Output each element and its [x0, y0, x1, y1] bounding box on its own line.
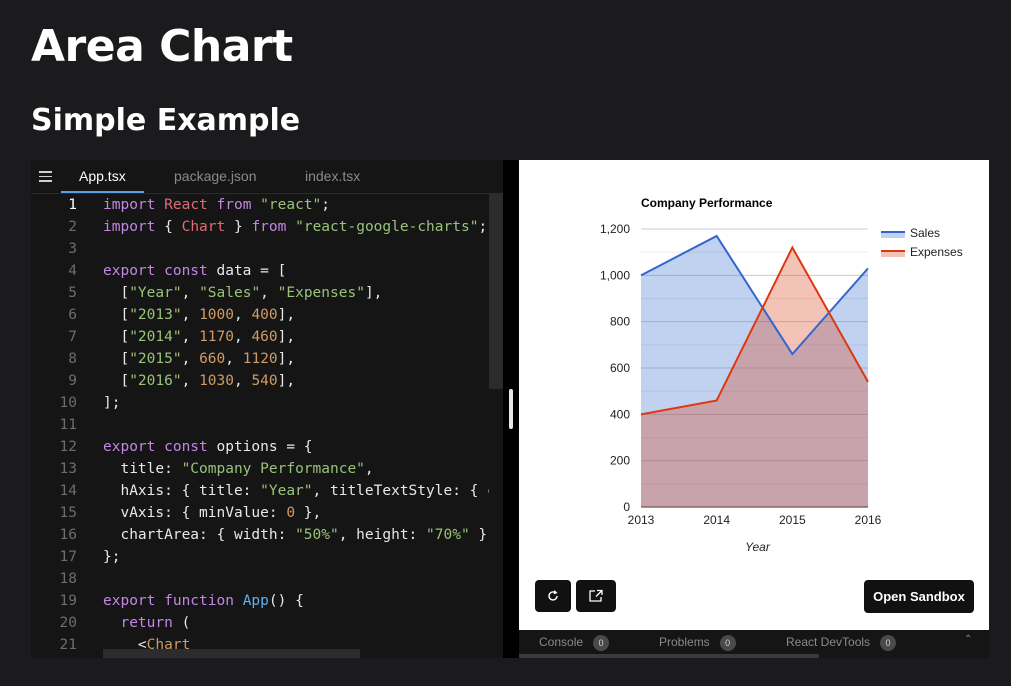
y-tick-label: 600 — [610, 361, 630, 375]
legend-swatch — [881, 251, 905, 257]
open-sandbox-button[interactable]: Open Sandbox — [864, 580, 974, 613]
legend-label: Expenses — [910, 245, 963, 259]
line-number: 11 — [59, 417, 77, 433]
open-new-window-button[interactable] — [576, 580, 616, 612]
editor-tab-bar: App.tsx package.json index.tsx — [31, 160, 503, 194]
x-axis-title: Year — [745, 540, 771, 554]
line-number: 4 — [68, 263, 77, 279]
console-label: Console — [539, 635, 584, 649]
line-number: 12 — [59, 439, 77, 455]
line-number: 19 — [59, 593, 77, 609]
react-devtools-label: React DevTools — [786, 635, 871, 649]
line-number: 5 — [68, 285, 77, 301]
line-number: 8 — [68, 351, 77, 367]
series-area-0 — [641, 235, 868, 507]
code-area[interactable]: 1 import React from "react"; 2 import { Cha… — [31, 194, 489, 658]
menu-icon[interactable] — [39, 171, 52, 182]
code-text: export function App() { — [103, 593, 304, 609]
line-number: 21 — [59, 637, 77, 653]
code-text: ["2016", 1030, 540], — [103, 373, 296, 389]
y-tick-label: 200 — [610, 454, 630, 468]
y-tick-label: 1,000 — [600, 268, 630, 282]
bottom-scrollbar[interactable] — [519, 654, 819, 658]
series-area-1 — [641, 247, 868, 507]
code-editor: App.tsx package.json index.tsx 1 import R… — [31, 160, 503, 658]
code-text: vAxis: { minValue: 0 }, — [103, 505, 322, 521]
code-text: title: "Company Performance", — [103, 461, 374, 477]
x-tick-label: 2015 — [779, 513, 806, 527]
code-text: ["2014", 1170, 460], — [103, 329, 296, 345]
line-number: 17 — [59, 549, 77, 565]
external-link-icon — [589, 589, 603, 602]
preview-pane: Company Performance 0 200 400 600 800 1,000 1,2… — [519, 160, 989, 630]
x-tick-label: 2013 — [628, 513, 655, 527]
code-text: import { Chart } from "react-google-char… — [103, 219, 488, 235]
legend-swatch — [881, 232, 905, 238]
pane-divider[interactable] — [503, 160, 519, 658]
code-text: hAxis: { title: "Year", titleTextStyle: … — [103, 483, 489, 499]
line-number: 9 — [68, 373, 77, 389]
line-number: 3 — [68, 241, 77, 257]
area-chart: Company Performance 0 200 400 600 800 1,000 1,2… — [600, 196, 963, 554]
problems-count-badge: 0 — [719, 634, 736, 651]
code-text: ["2015", 660, 1120], — [103, 351, 296, 367]
series-line-0 — [640, 234, 869, 356]
line-number: 18 — [59, 571, 77, 587]
line-number: 15 — [59, 505, 77, 521]
series-line-1 — [640, 245, 869, 416]
refresh-button[interactable] — [535, 580, 571, 612]
tab-react-devtools[interactable]: React DevTools 0 — [786, 630, 897, 654]
line-number: 2 — [68, 219, 77, 235]
line-number: 14 — [59, 483, 77, 499]
legend-label: Sales — [910, 226, 940, 240]
tab-problems[interactable]: Problems 0 — [659, 630, 736, 654]
vertical-scrollbar[interactable] — [489, 194, 503, 389]
refresh-icon — [548, 590, 558, 601]
section-title: Simple Example — [31, 103, 301, 138]
react-devtools-count-badge: 0 — [880, 634, 897, 651]
page-title: Area Chart — [31, 21, 293, 72]
code-text: export const options = { — [103, 439, 313, 455]
code-text: chartArea: { width: "50%", height: "70%"… — [103, 527, 489, 543]
y-tick-label: 800 — [610, 315, 630, 329]
line-number: 20 — [59, 615, 77, 631]
tab-console[interactable]: Console 0 — [539, 630, 610, 654]
tab-app-tsx[interactable]: App.tsx — [61, 160, 144, 193]
problems-label: Problems — [659, 635, 710, 649]
code-text: export const data = [ — [103, 263, 287, 279]
x-tick-label: 2014 — [703, 513, 730, 527]
console-count-badge: 0 — [593, 634, 610, 651]
line-number: 16 — [59, 527, 77, 543]
tab-index-tsx[interactable]: index.tsx — [305, 168, 361, 184]
chart-title: Company Performance — [641, 196, 773, 210]
bottom-panel-bar: Console 0 Problems 0 React DevTools 0 ⌃ — [519, 630, 989, 658]
code-text: ]; — [103, 395, 121, 411]
code-text: ["Year", "Sales", "Expenses"], — [103, 285, 383, 301]
y-tick-label: 0 — [623, 500, 630, 514]
chevron-up-icon[interactable]: ⌃ — [964, 634, 973, 645]
code-text: return ( — [120, 615, 191, 631]
line-number: 7 — [68, 329, 77, 345]
horizontal-scrollbar[interactable] — [103, 649, 360, 658]
x-tick-label: 2016 — [855, 513, 882, 527]
code-text: import React from "react"; — [103, 197, 331, 213]
line-number: 13 — [59, 461, 77, 477]
code-text: }; — [103, 549, 121, 565]
resize-handle[interactable] — [509, 389, 513, 429]
line-number: 1 — [68, 197, 77, 213]
y-tick-label: 400 — [610, 407, 630, 421]
code-text: ["2013", 1000, 400], — [103, 307, 296, 323]
y-tick-label: 1,200 — [600, 222, 630, 236]
line-number: 10 — [59, 395, 77, 411]
tab-package-json[interactable]: package.json — [174, 168, 257, 184]
line-number: 6 — [68, 307, 77, 323]
